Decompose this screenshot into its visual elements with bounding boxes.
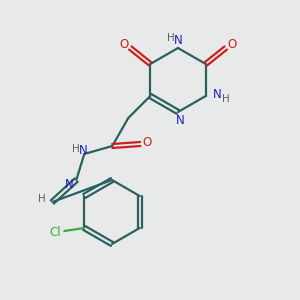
Text: N: N [174,34,182,47]
Text: N: N [176,113,184,127]
Text: N: N [79,145,88,158]
Text: N: N [65,178,74,191]
Text: O: O [143,136,152,149]
Text: H: H [38,194,46,204]
Text: H: H [72,144,80,154]
Text: N: N [213,88,222,100]
Text: O: O [227,38,236,52]
Text: Cl: Cl [50,226,61,238]
Text: H: H [167,33,175,43]
Text: H: H [222,94,230,104]
Text: O: O [120,38,129,52]
